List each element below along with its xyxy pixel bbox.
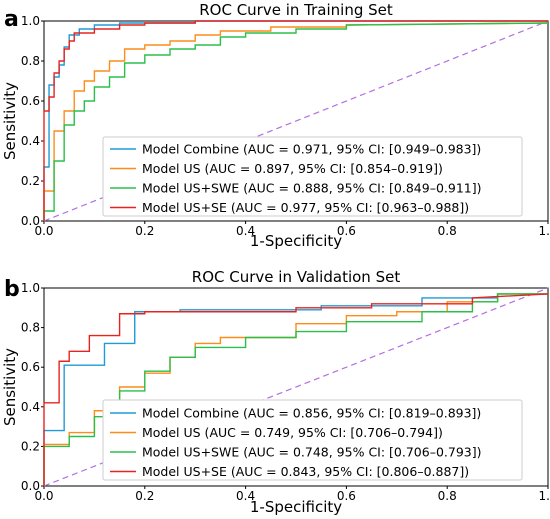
y-tick-label: 0.4	[21, 134, 40, 148]
x-tick-label: 0.4	[236, 489, 255, 503]
roc-curve-training-1	[43, 22, 549, 221]
y-tick-label: 0.6	[21, 94, 40, 108]
y-tick-labels-training: 0.0 0.2 0.4 0.6 0.8 1.0	[21, 14, 44, 228]
x-tick-labels-training: 0.0 0.2 0.4 0.6 0.8 1.0	[34, 221, 550, 238]
legend-label: Model US+SE (AUC = 0.977, 95% CI: [0.963…	[142, 200, 469, 215]
y-tick-label: 1.0	[21, 281, 40, 295]
y-tick-label: 0.0	[21, 479, 40, 493]
legend-label: Model Combine (AUC = 0.856, 95% CI: [0.8…	[142, 406, 481, 421]
roc-curve-training-3	[43, 20, 548, 221]
roc-curve-validation-2	[43, 293, 548, 486]
legend-box-training	[102, 136, 523, 217]
y-tick-label: 0.2	[21, 174, 40, 188]
roc-curve-training-2	[43, 22, 549, 221]
y-axis-label-training: Sensitivity	[1, 82, 19, 160]
panel-letter-a: a	[4, 7, 19, 32]
legend-label: Model US (AUC = 0.897, 95% CI: [0.854–0.…	[142, 161, 443, 176]
y-tick-label: 0.6	[21, 360, 40, 374]
chart-title-validation: ROC Curve in Validation Set	[192, 268, 401, 286]
legend-label: Model US (AUC = 0.749, 95% CI: [0.706–0.…	[142, 425, 443, 440]
x-tick-label: 0.8	[438, 224, 457, 238]
y-tick-labels-validation: 0.0 0.2 0.4 0.6 0.8 1.0	[21, 281, 44, 493]
x-axis-label-training: 1-Specificity	[250, 232, 342, 250]
x-tick-label: 0.6	[337, 489, 356, 503]
legend-label: Model US+SE (AUC = 0.843, 95% CI: [0.806…	[142, 464, 469, 479]
x-tick-label: 0.8	[438, 489, 457, 503]
legend-label: Model Combine (AUC = 0.971, 95% CI: [0.9…	[142, 142, 481, 157]
roc-curves-validation	[43, 293, 549, 486]
y-tick-label: 0.8	[21, 321, 40, 335]
legend-validation: Model Combine (AUC = 0.856, 95% CI: [0.8…	[110, 406, 482, 479]
x-tick-label: 0.0	[34, 224, 53, 238]
roc-curve-validation-3	[43, 293, 549, 486]
y-tick-label: 0.4	[21, 400, 40, 414]
x-axis-label-validation: 1-Specificity	[250, 498, 342, 516]
y-tick-label: 0.8	[21, 54, 40, 68]
y-tick-label: 1.0	[21, 14, 40, 28]
x-tick-label: 0.2	[135, 489, 154, 503]
x-tick-label: 0.6	[337, 224, 356, 238]
legend-label: Model US+SWE (AUC = 0.888, 95% CI: [0.84…	[142, 181, 482, 196]
panel-b-validation: b ROC Curve in Validation Set 0.0 0.2 0.4 0…	[1, 268, 550, 516]
panel-letter-b: b	[4, 277, 20, 302]
x-tick-label: 1.0	[538, 224, 550, 238]
legend-training: Model Combine (AUC = 0.971, 95% CI: [0.9…	[110, 142, 482, 215]
plot-frame-validation	[43, 287, 549, 487]
chart-title-training: ROC Curve in Training Set	[199, 1, 393, 19]
x-tick-labels-validation: 0.0 0.2 0.4 0.6 0.8 1.0	[34, 486, 550, 503]
panel-a-training: a ROC Curve in Training Set 0.0 0.2 0.4 0.6…	[1, 1, 550, 250]
x-tick-label: 1.0	[538, 489, 550, 503]
x-tick-label: 0.4	[236, 224, 255, 238]
x-tick-label: 0.2	[135, 224, 154, 238]
legend-label: Model US+SWE (AUC = 0.748, 95% CI: [0.70…	[142, 445, 482, 460]
y-tick-label: 0.2	[21, 439, 40, 453]
legend-box-validation	[102, 399, 523, 481]
y-axis-label-validation: Sensitivity	[1, 348, 19, 426]
x-tick-label: 0.0	[34, 489, 53, 503]
roc-curves-training	[43, 20, 549, 221]
y-tick-label: 0.0	[21, 214, 40, 228]
